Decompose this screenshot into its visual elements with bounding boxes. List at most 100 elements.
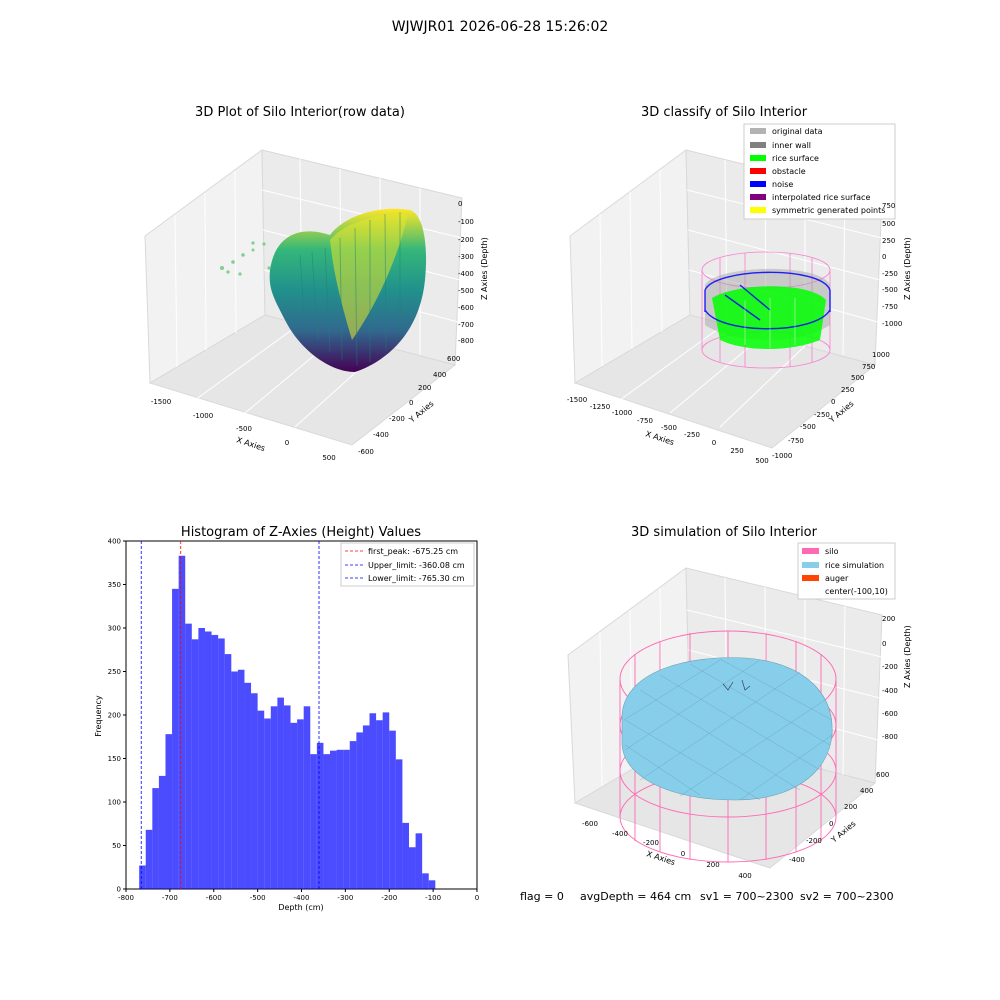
raw-z-tick: -100 — [458, 218, 474, 226]
classify-x-tick: -750 — [637, 417, 653, 425]
legend-label: center(-100,10) — [825, 587, 888, 596]
figure-title: WJWJR01 2026-06-28 15:26:02 — [392, 19, 609, 35]
histogram-bar — [316, 742, 324, 889]
histogram-bar — [369, 713, 377, 889]
simulation-panel-title: 3D simulation of Silo Interior — [631, 525, 818, 540]
histogram-bar — [152, 788, 159, 889]
legend-label: obstacle — [772, 167, 806, 176]
histogram-x-tick-label: -200 — [381, 894, 397, 902]
histogram-bar — [297, 719, 304, 889]
legend-label: rice simulation — [825, 561, 884, 570]
classify-y-tick: 0 — [831, 398, 835, 406]
raw-z-tick: -500 — [458, 287, 474, 295]
histogram-bar — [139, 865, 146, 889]
histogram-x-tick-label: -400 — [294, 894, 310, 902]
raw-x-tick: 500 — [322, 454, 335, 462]
histogram-bar — [408, 847, 416, 889]
legend-label: original data — [772, 127, 823, 136]
histogram-bar — [330, 750, 337, 889]
histogram-panel: Histogram of Z-Axies (Height) Values -80… — [94, 525, 479, 912]
flag-text: flag = 0 — [520, 890, 564, 903]
raw-y-tick: 600 — [447, 355, 460, 363]
simulation-auger — [722, 679, 751, 691]
histogram-bar — [257, 710, 265, 889]
simulation-z-ticks: 200 0 -200 -400 -600 -800 — [882, 615, 898, 741]
raw-y-tick: -200 — [389, 415, 405, 423]
legend-label: Lower_limit: -765.30 cm — [368, 574, 465, 583]
raw-x-tick: -1000 — [193, 412, 213, 420]
histogram-bar — [343, 749, 350, 889]
histogram-x-tick-label: -100 — [425, 894, 441, 902]
legend-swatch-noise — [750, 181, 766, 187]
histogram-bar — [172, 588, 179, 889]
simulation-z-tick: -600 — [882, 710, 898, 718]
histogram-bar — [185, 623, 192, 889]
histogram-title: Histogram of Z-Axies (Height) Values — [181, 525, 421, 540]
simulation-y-tick: 600 — [876, 771, 889, 779]
simulation-z-tick: 0 — [882, 640, 886, 648]
classify-x-tick: -1000 — [612, 409, 632, 417]
raw-inner-wall — [330, 214, 408, 340]
classify-noise — [704, 271, 831, 330]
raw-x-ticks: -1500 -1000 -500 0 500 — [151, 398, 336, 462]
legend-label: interpolated rice surface — [772, 193, 870, 202]
legend-swatch-auger — [802, 575, 819, 581]
classify-z-tick: -1000 — [882, 320, 902, 328]
legend-swatch-silo — [802, 548, 819, 554]
histogram-y-tick-label: 350 — [108, 581, 121, 589]
simulation-x-tick: -200 — [643, 839, 659, 847]
legend-swatch-obstacle — [750, 168, 766, 174]
simulation-y-tick: -200 — [806, 837, 822, 845]
histogram-bar — [283, 705, 291, 889]
histogram-y-label: Frequency — [94, 695, 103, 737]
histogram-bar — [244, 682, 252, 889]
raw-z-tick: -600 — [458, 304, 474, 312]
status-line: flag = 0 avgDepth = 464 cm sv1 = 700~230… — [520, 890, 894, 903]
histogram-bar — [422, 873, 429, 889]
raw-z-tick: -300 — [458, 253, 474, 261]
classify-legend — [743, 123, 896, 220]
simulation-rice-mesh — [623, 658, 833, 801]
classify-z-label: Z Axies (Depth) — [903, 237, 912, 300]
histogram-legend — [340, 542, 475, 587]
raw-scan-lines — [299, 212, 401, 366]
classify-z-tick: -250 — [882, 270, 898, 278]
histogram-x-tick-label: -700 — [162, 894, 178, 902]
histogram-y-ticks: 0 50 100 150 200 250 300 350 400 — [108, 538, 126, 894]
histogram-bar — [395, 759, 403, 889]
classify-y-tick: -250 — [814, 411, 830, 419]
histogram-bar — [428, 880, 436, 889]
classify-x-tick: -500 — [661, 424, 677, 432]
classify-panel-title: 3D classify of Silo Interior — [641, 105, 808, 120]
simulation-z-tick: -400 — [882, 687, 898, 695]
histogram-x-tick-label: -500 — [250, 894, 266, 902]
simulation-z-tick: -200 — [882, 663, 898, 671]
raw-z-label: Z Axies (Depth) — [480, 237, 489, 300]
simulation-x-tick: 400 — [738, 872, 751, 880]
raw-y-tick: 0 — [409, 399, 413, 407]
histogram-y-tick-label: 50 — [112, 842, 121, 850]
histogram-bar — [415, 833, 423, 889]
histogram-bar — [290, 722, 298, 889]
simulation-z-label: Z Axies (Depth) — [903, 625, 912, 688]
histogram-x-tick-label: -600 — [206, 894, 222, 902]
legend-swatch-symmetric — [750, 207, 766, 213]
classify-y-tick: 750 — [862, 363, 875, 371]
classify-panel: 3D classify of Silo Interior — [567, 105, 912, 465]
histogram-x-label: Depth (cm) — [278, 903, 323, 912]
histogram-bar — [204, 631, 212, 889]
classify-z-tick: 750 — [882, 202, 895, 210]
classify-x-ticks: -1500 -1250 -1000 -750 -500 -250 0 250 5… — [567, 396, 769, 465]
simulation-x-tick: -600 — [582, 820, 598, 828]
histogram-bar — [218, 638, 225, 889]
histogram-bar — [277, 697, 284, 889]
histogram-bar — [303, 706, 311, 889]
sv1-text: sv1 = 700~2300 — [700, 890, 794, 903]
histogram-y-tick-label: 200 — [108, 712, 121, 720]
classify-y-tick: -750 — [788, 437, 804, 445]
raw-z-tick: -400 — [458, 270, 474, 278]
raw-z-tick: 0 — [458, 200, 462, 208]
legend-swatch-inner-wall — [750, 142, 766, 148]
legend-label: Upper_limit: -360.08 cm — [368, 561, 465, 570]
raw-y-tick: -400 — [373, 431, 389, 439]
